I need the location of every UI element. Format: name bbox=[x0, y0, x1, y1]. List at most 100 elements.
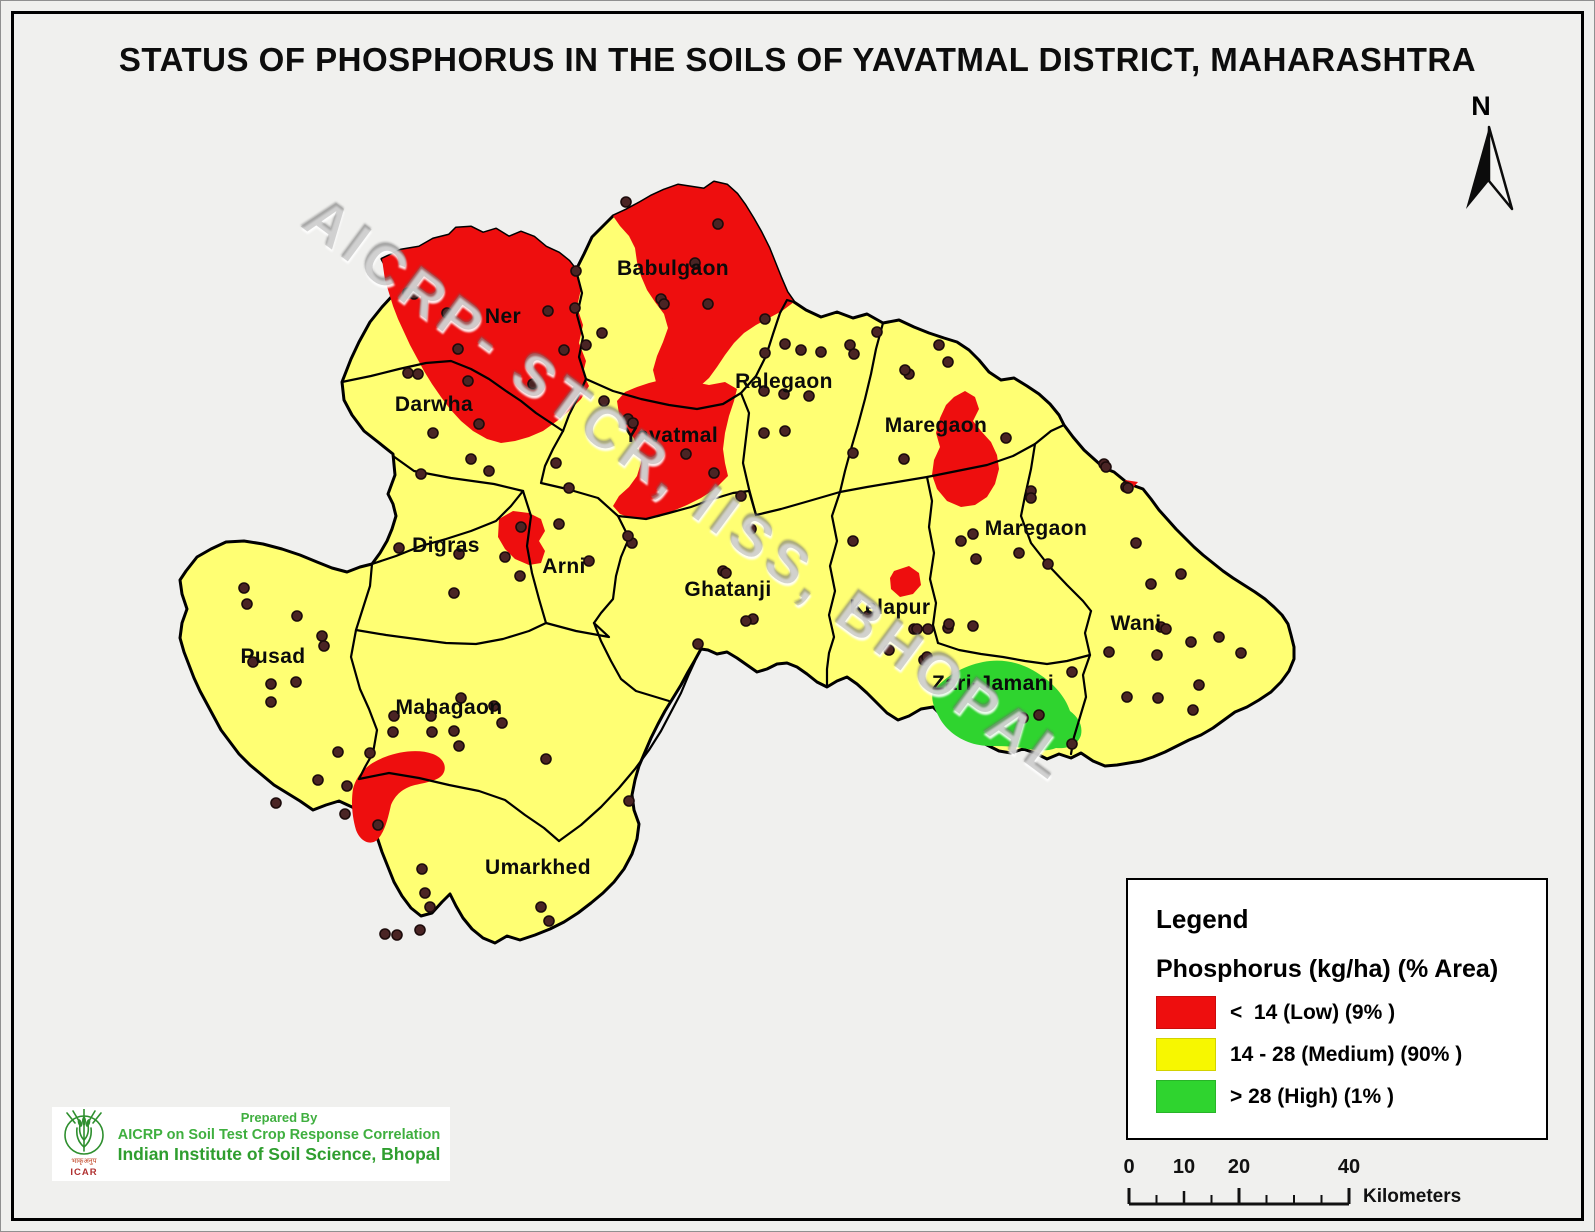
sample-point bbox=[393, 542, 405, 554]
sample-point bbox=[623, 795, 635, 807]
sample-point bbox=[1130, 537, 1142, 549]
sample-point bbox=[848, 348, 860, 360]
sample-point bbox=[1122, 482, 1134, 494]
sample-point bbox=[911, 623, 923, 635]
legend-item-1: 14 - 28 (Medium) (90% ) bbox=[1156, 1038, 1546, 1071]
region-label-maregaon: Maregaon bbox=[985, 517, 1087, 540]
sample-point bbox=[795, 344, 807, 356]
legend-item-2: > 28 (High) (1% ) bbox=[1156, 1080, 1546, 1113]
sample-point bbox=[1017, 712, 1029, 724]
sample-point bbox=[535, 901, 547, 913]
scalebar-label-0: 0 bbox=[1123, 1156, 1135, 1178]
legend-subtitle: Phosphorus (kg/ha) (% Area) bbox=[1156, 955, 1499, 983]
credits-block: भाकृअनुप ICAR Prepared By AICRP on Soil … bbox=[52, 1107, 450, 1181]
sample-point bbox=[692, 638, 704, 650]
region-label-kelapur: Kelapur bbox=[850, 596, 931, 619]
sample-point bbox=[408, 288, 420, 300]
sample-point bbox=[402, 367, 414, 379]
sample-point bbox=[580, 339, 592, 351]
sample-point bbox=[424, 901, 436, 913]
sample-point bbox=[1175, 568, 1187, 580]
sample-point bbox=[1100, 461, 1112, 473]
sample-point bbox=[372, 819, 384, 831]
legend-item-0: < 14 (Low) (9% ) bbox=[1156, 996, 1546, 1029]
sample-point bbox=[708, 467, 720, 479]
sample-point bbox=[441, 307, 453, 319]
sample-point bbox=[1033, 709, 1045, 721]
sample-point bbox=[238, 582, 250, 594]
north-label: N bbox=[1471, 91, 1491, 121]
low-patch-arni bbox=[498, 511, 545, 565]
sample-point bbox=[542, 305, 554, 317]
sample-point bbox=[318, 640, 330, 652]
sample-point bbox=[425, 710, 437, 722]
sample-point bbox=[364, 747, 376, 759]
sample-point bbox=[1193, 679, 1205, 691]
sample-point bbox=[871, 326, 883, 338]
legend-heading: Legend bbox=[1156, 904, 1249, 934]
sample-point bbox=[740, 615, 752, 627]
sample-point bbox=[627, 417, 639, 429]
north-arrow: N bbox=[1439, 91, 1523, 221]
region-label-ralegaon: Ralegaon bbox=[735, 370, 833, 393]
sample-point bbox=[596, 327, 608, 339]
sample-point bbox=[483, 465, 495, 477]
region-label-ghatanji: Ghatanji bbox=[684, 578, 771, 601]
sample-point bbox=[680, 448, 692, 460]
sample-point bbox=[803, 390, 815, 402]
region-labels-layer: Ner Babulgaon Darwha Ralegaon Yavatmal Marega… bbox=[240, 257, 1161, 879]
sample-point bbox=[689, 257, 701, 269]
sample-point bbox=[847, 447, 859, 459]
sample-point bbox=[465, 453, 477, 465]
region-label-digras: Digras bbox=[412, 534, 480, 557]
sample-point bbox=[1152, 692, 1164, 704]
sample-point bbox=[735, 490, 747, 502]
sample-point bbox=[1213, 631, 1225, 643]
sample-point bbox=[720, 567, 732, 579]
sample-point bbox=[1103, 646, 1115, 658]
sample-point bbox=[1066, 738, 1078, 750]
sample-points-layer bbox=[238, 196, 1247, 941]
credit-institute-line: Indian Institute of Soil Science, Bhopal bbox=[117, 1144, 441, 1165]
sample-point bbox=[412, 368, 424, 380]
sample-point bbox=[291, 610, 303, 622]
sample-point bbox=[1013, 547, 1025, 559]
sample-point bbox=[558, 344, 570, 356]
sample-point bbox=[473, 418, 485, 430]
sample-point bbox=[265, 696, 277, 708]
sample-point bbox=[270, 797, 282, 809]
sample-point bbox=[332, 746, 344, 758]
low-patch-mahagaon bbox=[352, 751, 445, 843]
credit-org-line: AICRP on Soil Test Crop Response Correla… bbox=[117, 1127, 441, 1144]
icar-logo-text: ICAR bbox=[70, 1167, 97, 1178]
sample-point bbox=[759, 347, 771, 359]
sample-point bbox=[862, 610, 874, 622]
region-label-yavatmal: Yavatmal bbox=[624, 424, 718, 447]
sample-point bbox=[1000, 432, 1012, 444]
sample-point bbox=[312, 774, 324, 786]
icar-logo-icon: भाकृअनुप ICAR bbox=[64, 1109, 104, 1178]
region-label-maregaon: Maregaon bbox=[885, 414, 987, 437]
region-label-wani: Wani bbox=[1111, 612, 1162, 635]
sample-point bbox=[426, 726, 438, 738]
sample-point bbox=[550, 457, 562, 469]
low-patch-ner bbox=[382, 227, 589, 443]
page-title: STATUS OF PHOSPHORUS IN THE SOILS OF YAV… bbox=[118, 41, 1477, 78]
sample-point bbox=[598, 395, 610, 407]
sample-point bbox=[455, 692, 467, 704]
region-label-arni: Arni bbox=[542, 555, 586, 578]
sample-point bbox=[419, 887, 431, 899]
sample-point bbox=[339, 808, 351, 820]
sample-point bbox=[499, 551, 511, 563]
sample-point bbox=[898, 453, 910, 465]
sample-point bbox=[1185, 636, 1197, 648]
sample-point bbox=[1187, 704, 1199, 716]
scalebar-label-40: 40 bbox=[1337, 1156, 1361, 1178]
sample-point bbox=[416, 863, 428, 875]
sample-point bbox=[1042, 558, 1054, 570]
icar-logo-script: भाकृअनुप bbox=[71, 1158, 97, 1165]
sample-point bbox=[448, 725, 460, 737]
sample-point bbox=[453, 740, 465, 752]
sample-point bbox=[563, 482, 575, 494]
